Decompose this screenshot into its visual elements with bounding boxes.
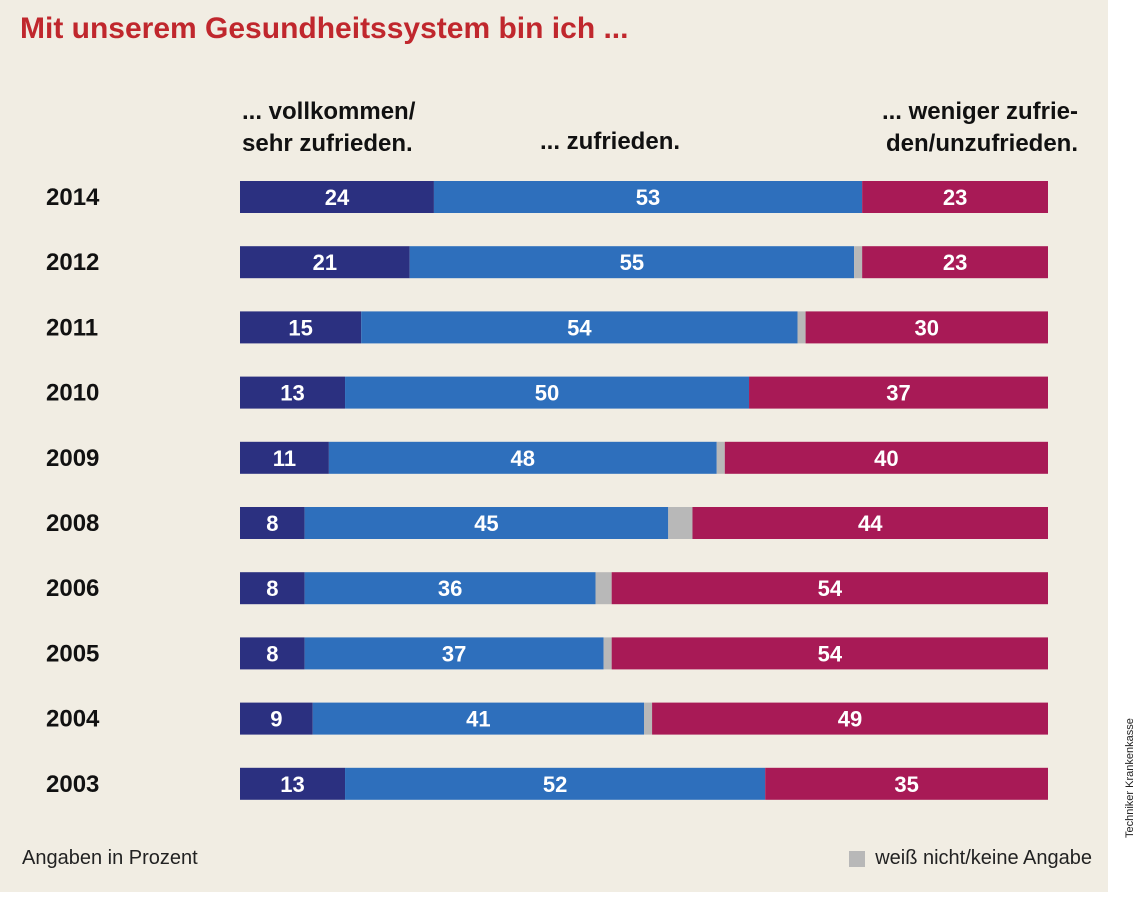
stacked-bar-chart: 2014 24 53 23 2012 21 55 23 2011 15 54 30 2010 13 50 37… [46, 181, 1048, 800]
bar-segment-satisfied-2006 [304, 572, 596, 605]
value-label-very-satisfied-2003: 13 [280, 772, 304, 797]
value-label-very-satisfied-2014: 24 [325, 185, 350, 210]
value-label-satisfied-2012: 55 [620, 250, 644, 275]
value-label-satisfied-2005: 37 [442, 641, 466, 666]
value-label-less-satisfied-2006: 54 [818, 576, 843, 601]
value-label-satisfied-2011: 54 [567, 315, 592, 340]
value-label-very-satisfied-2009: 11 [273, 446, 296, 471]
bar-segment-very-satisfied-2005 [240, 637, 305, 670]
value-label-satisfied-2008: 45 [474, 511, 498, 536]
bar-segment-very-satisfied-2008 [240, 507, 305, 539]
legend-swatch-unknown [849, 850, 866, 867]
chart-title: Mit unserem Gesundheitssystem bin ich ..… [20, 12, 629, 45]
value-label-less-satisfied-2004: 49 [838, 707, 862, 732]
bar-segment-less-satisfied-2004 [652, 702, 1048, 735]
bar-segment-very-satisfied-2006 [240, 572, 305, 605]
bar-segment-less-satisfied-2003 [765, 767, 1048, 800]
value-label-very-satisfied-2012: 21 [313, 250, 337, 275]
bar-segment-satisfied-2005 [304, 637, 604, 670]
bar-segment-unknown-2008 [668, 507, 693, 539]
bar-segment-unknown-2012 [854, 246, 863, 279]
bar-segment-satisfied-2014 [433, 181, 863, 213]
value-label-less-satisfied-2010: 37 [886, 381, 910, 406]
value-label-satisfied-2014: 53 [636, 185, 660, 210]
year-label-2012: 2012 [46, 249, 99, 276]
column-header-very-satisfied: ... vollkommen/ sehr zufrieden. [242, 96, 415, 160]
bar-segment-very-satisfied-2012 [240, 246, 410, 279]
column-header-very-satisfied-line1: ... vollkommen/ [242, 98, 416, 125]
value-label-very-satisfied-2006: 8 [266, 576, 278, 601]
bar-segment-unknown-2006 [595, 572, 612, 605]
column-header-very-satisfied-line2: sehr zufrieden. [242, 130, 413, 157]
bar-segment-satisfied-2003 [345, 767, 766, 800]
bar-segment-less-satisfied-2008 [692, 507, 1048, 539]
value-label-very-satisfied-2005: 8 [266, 641, 278, 666]
bar-segment-less-satisfied-2009 [724, 441, 1048, 474]
bar-segment-satisfied-2010 [345, 376, 750, 409]
value-label-satisfied-2009: 48 [511, 446, 535, 471]
value-label-very-satisfied-2008: 8 [266, 511, 278, 536]
year-label-2009: 2009 [46, 445, 99, 472]
value-label-less-satisfied-2014: 23 [943, 185, 967, 210]
column-header-satisfied: ... zufrieden. [540, 126, 680, 158]
column-header-less-satisfied-line1: ... weniger zufrie- [881, 98, 1078, 125]
bar-segment-very-satisfied-2014 [240, 181, 434, 213]
value-label-satisfied-2003: 52 [543, 772, 567, 797]
bar-segment-unknown-2009 [716, 441, 725, 474]
bar-segment-satisfied-2011 [361, 311, 798, 344]
bar-segment-very-satisfied-2004 [240, 702, 313, 735]
value-label-very-satisfied-2004: 9 [270, 707, 282, 732]
value-label-less-satisfied-2011: 30 [915, 315, 939, 340]
year-label-2011: 2011 [46, 314, 98, 341]
bar-segment-satisfied-2008 [304, 507, 669, 539]
value-label-satisfied-2010: 50 [535, 381, 559, 406]
value-label-less-satisfied-2008: 44 [858, 511, 883, 536]
bar-segment-very-satisfied-2003 [240, 767, 346, 800]
value-label-satisfied-2006: 36 [438, 576, 462, 601]
bar-segment-very-satisfied-2011 [240, 311, 362, 344]
year-label-2014: 2014 [46, 184, 100, 211]
bar-segment-satisfied-2012 [409, 246, 855, 279]
value-label-less-satisfied-2012: 23 [943, 250, 967, 275]
bar-segment-less-satisfied-2011 [805, 311, 1048, 344]
bar-segment-unknown-2004 [644, 702, 653, 735]
bar-segment-satisfied-2009 [328, 441, 717, 474]
value-label-less-satisfied-2003: 35 [894, 772, 918, 797]
year-label-2003: 2003 [46, 771, 99, 798]
bar-segment-less-satisfied-2005 [611, 637, 1048, 670]
column-header-less-satisfied-line2: den/unzufrieden. [886, 130, 1078, 157]
year-label-2010: 2010 [46, 380, 99, 407]
bar-segment-unknown-2005 [603, 637, 612, 670]
legend-label-unknown: weiß nicht/keine Angabe [875, 847, 1092, 869]
source-credit: Techniker Krankenkasse [1124, 718, 1136, 838]
bar-segment-less-satisfied-2012 [862, 246, 1048, 279]
legend: weiß nicht/keine Angabe [849, 847, 1092, 870]
column-header-less-satisfied: ... weniger zufrie- den/unzufrieden. [882, 96, 1078, 160]
bar-segment-less-satisfied-2006 [611, 572, 1048, 605]
bar-segment-unknown-2011 [797, 311, 806, 344]
column-header-satisfied-line1: ... zufrieden. [540, 128, 681, 155]
bar-segment-very-satisfied-2009 [240, 441, 329, 474]
year-label-2008: 2008 [46, 510, 99, 537]
unit-note: Angaben in Prozent [22, 847, 198, 869]
value-label-very-satisfied-2010: 13 [280, 381, 304, 406]
bar-segment-less-satisfied-2014 [862, 181, 1048, 213]
bar-segment-satisfied-2004 [312, 702, 644, 735]
bar-segment-very-satisfied-2010 [240, 376, 346, 409]
value-label-less-satisfied-2005: 54 [818, 641, 843, 666]
year-label-2005: 2005 [46, 640, 99, 667]
year-label-2004: 2004 [46, 706, 100, 733]
value-label-less-satisfied-2009: 40 [874, 446, 898, 471]
value-label-satisfied-2004: 41 [466, 707, 490, 732]
value-label-very-satisfied-2011: 15 [288, 315, 312, 340]
bar-segment-less-satisfied-2010 [749, 376, 1048, 409]
year-label-2006: 2006 [46, 575, 99, 602]
